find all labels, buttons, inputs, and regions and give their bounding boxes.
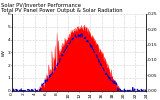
Y-axis label: kW: kW bbox=[2, 49, 6, 56]
Text: Solar PV/Inverter Performance
Total PV Panel Power Output & Solar Radiation: Solar PV/Inverter Performance Total PV P… bbox=[1, 2, 123, 13]
